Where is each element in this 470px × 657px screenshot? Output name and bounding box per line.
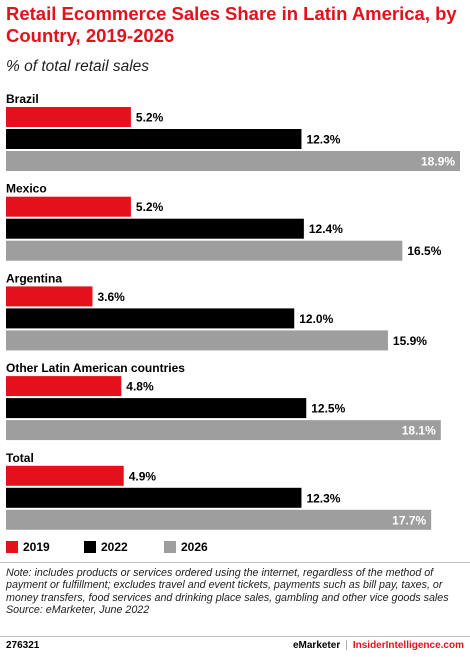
value-label-mexico-2022: 12.4% bbox=[309, 222, 343, 236]
source-text: Source: eMarketer, June 2022 bbox=[6, 604, 150, 617]
bar-total-2026 bbox=[6, 509, 432, 530]
bar-argentina-2026 bbox=[6, 330, 388, 351]
note-text: Note: includes products or services orde… bbox=[6, 567, 449, 604]
category-label-other-latin-american-countries: Other Latin American countries bbox=[6, 361, 185, 375]
bar-chart: Brazil 5.2% 12.3% 18.9% Mexico 5.2% 12.4% 16.5%… bbox=[6, 92, 460, 530]
legend-swatch-2026 bbox=[164, 541, 176, 553]
brand-separator: | bbox=[345, 640, 348, 651]
bar-other-latin-american-countries-2022 bbox=[6, 398, 307, 419]
bar-total-2019 bbox=[6, 465, 124, 486]
bar-mexico-2022 bbox=[6, 218, 304, 239]
value-label-mexico-2026: 16.5% bbox=[407, 244, 441, 258]
bar-argentina-2019 bbox=[6, 286, 93, 307]
bar-mexico-2026 bbox=[6, 240, 403, 261]
bar-brazil-2019 bbox=[6, 107, 131, 127]
value-label-other-latin-american-countries-2022: 12.5% bbox=[311, 402, 345, 416]
category-label-total: Total bbox=[6, 451, 34, 465]
legend-item-2026: 2026 bbox=[164, 540, 208, 554]
chart-note: Note: includes products or services orde… bbox=[6, 567, 466, 617]
legend-label-2026: 2026 bbox=[181, 540, 208, 554]
category-label-mexico: Mexico bbox=[6, 182, 47, 196]
value-label-mexico-2019: 5.2% bbox=[136, 200, 164, 214]
bar-argentina-2022 bbox=[6, 308, 295, 329]
value-label-total-2022: 12.3% bbox=[306, 491, 340, 505]
legend-swatch-2022 bbox=[84, 541, 96, 553]
legend-item-2022: 2022 bbox=[84, 540, 128, 554]
chart-subtitle: % of total retail sales bbox=[6, 58, 150, 75]
legend-item-2019: 2019 bbox=[6, 540, 50, 554]
footer-brand: eMarketer | InsiderIntelligence.com bbox=[293, 640, 464, 651]
brand-site: InsiderIntelligence.com bbox=[352, 640, 464, 651]
legend-label-2019: 2019 bbox=[23, 540, 50, 554]
category-label-brazil: Brazil bbox=[6, 92, 39, 106]
note-divider bbox=[0, 562, 470, 563]
chart-title: Retail Ecommerce Sales Share in Latin Am… bbox=[6, 3, 457, 46]
value-label-argentina-2019: 3.6% bbox=[97, 290, 125, 304]
bar-brazil-2022 bbox=[6, 129, 302, 149]
bar-brazil-2026 bbox=[6, 151, 460, 171]
chart-id: 276321 bbox=[6, 640, 40, 651]
category-label-argentina: Argentina bbox=[6, 271, 62, 285]
bar-total-2022 bbox=[6, 487, 302, 508]
legend-swatch-2019 bbox=[6, 541, 18, 553]
value-label-brazil-2022: 12.3% bbox=[306, 133, 340, 147]
brand-name: eMarketer bbox=[292, 640, 341, 651]
bar-other-latin-american-countries-2019 bbox=[6, 376, 122, 397]
value-label-brazil-2019: 5.2% bbox=[136, 111, 164, 125]
value-label-total-2026: 17.7% bbox=[392, 513, 426, 527]
value-label-other-latin-american-countries-2026: 18.1% bbox=[402, 424, 436, 438]
bar-mexico-2019 bbox=[6, 196, 131, 217]
value-label-argentina-2026: 15.9% bbox=[393, 334, 427, 348]
value-label-other-latin-american-countries-2019: 4.8% bbox=[126, 380, 154, 394]
value-label-total-2019: 4.9% bbox=[129, 469, 157, 483]
legend-label-2022: 2022 bbox=[101, 540, 128, 554]
footer-divider bbox=[0, 636, 470, 637]
bar-other-latin-american-countries-2026 bbox=[6, 420, 441, 441]
value-label-brazil-2026: 18.9% bbox=[421, 155, 455, 169]
value-label-argentina-2022: 12.0% bbox=[299, 312, 333, 326]
